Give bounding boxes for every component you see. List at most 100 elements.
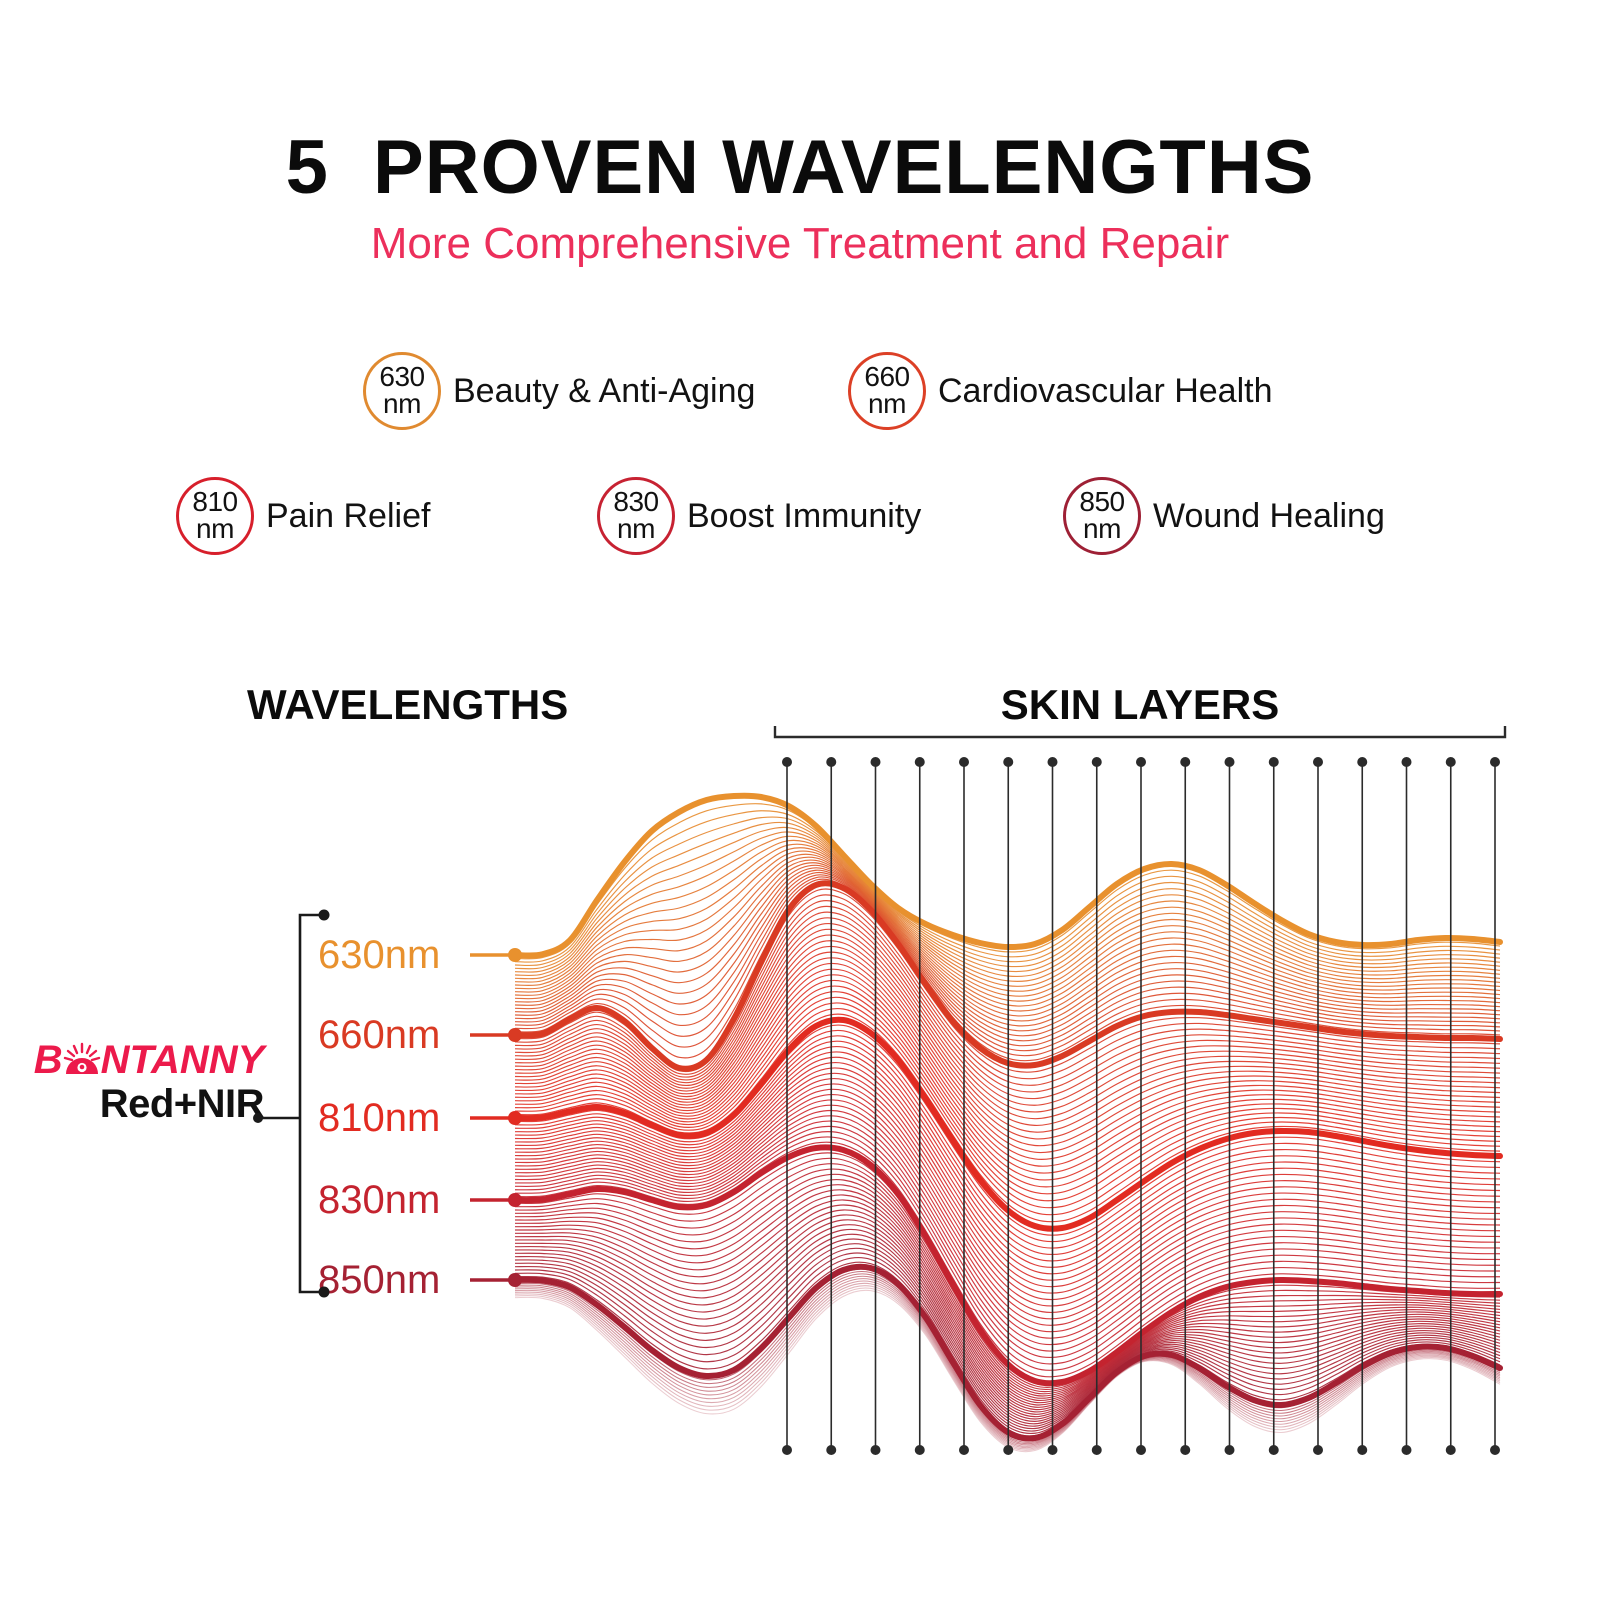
badge-circle-830: 830 nm	[597, 477, 675, 555]
wave-band	[514, 1131, 1501, 1365]
wave-band	[514, 847, 1501, 997]
brand-name-before: B	[33, 1038, 63, 1082]
wavelength-label-850nm: 850nm	[318, 1258, 441, 1302]
leader-dot-810nm	[508, 1111, 522, 1125]
badge-value: 850	[1079, 486, 1125, 518]
wave-band	[514, 864, 1501, 1027]
skin-layer-endpoint	[1401, 757, 1412, 767]
wave-band	[514, 1104, 1501, 1333]
wave-band	[514, 821, 1501, 970]
leader-dot-850nm	[508, 1273, 522, 1287]
page-title: 5 PROVEN WAVELENGTHS	[285, 125, 1315, 210]
wave-band	[514, 962, 1501, 1160]
brand-name-after: NTANNY	[100, 1038, 265, 1082]
wave-band	[514, 1233, 1501, 1422]
skin-layer-endpoint	[959, 757, 969, 767]
wave-band	[514, 1275, 1501, 1445]
wave-band	[514, 874, 1501, 1047]
wave-band	[514, 862, 1501, 1022]
leader-dot-630nm	[508, 948, 522, 962]
brand-logo: B NTANNY Red+NIR	[18, 1040, 280, 1127]
skin-layer-endpoint	[1490, 1445, 1500, 1455]
skin-layer-endpoint	[1091, 1445, 1102, 1455]
wave-band	[514, 1285, 1501, 1450]
badge-unit: nm	[383, 388, 421, 419]
wave-band	[514, 880, 1501, 1062]
brand-tagline: Red+NIR	[99, 1082, 265, 1126]
wave-band	[514, 1209, 1501, 1411]
badge-label: Pain Relief	[266, 496, 431, 535]
wave-band	[514, 945, 1501, 1140]
wave-band	[514, 1273, 1501, 1443]
wave-band	[514, 831, 1501, 978]
wave-band	[514, 1040, 1501, 1256]
wave-band	[514, 876, 1501, 1052]
wave-band	[514, 899, 1501, 1086]
skin-layer-endpoint	[914, 1445, 925, 1455]
leader-dot-660nm	[508, 1028, 522, 1042]
wave-band	[514, 934, 1501, 1126]
wavelength-badge-830: 830 nm Boost Immunity	[597, 477, 921, 555]
wave-band	[514, 1056, 1501, 1275]
skin-layer-endpoint	[870, 1445, 881, 1455]
wave-band	[514, 1228, 1501, 1420]
wave-band	[514, 859, 1501, 1017]
wave-band	[514, 1214, 1501, 1413]
skin-layer-endpoint	[1313, 757, 1323, 767]
wave-band	[514, 1247, 1501, 1430]
wavelengths-bracket-endpoint	[318, 909, 330, 921]
skin-layer-endpoint	[914, 757, 925, 767]
wavelengths-heading: WAVELENGTHS	[247, 681, 569, 728]
wave-band	[514, 1282, 1501, 1449]
badge-value: 810	[192, 486, 238, 518]
wave-band	[514, 810, 1501, 963]
wave-band	[514, 917, 1501, 1106]
wavelength-badge-660: 660 nm Cardiovascular Health	[848, 352, 1273, 430]
wave-curve-660nm	[512, 880, 1503, 1072]
badge-label: Wound Healing	[1153, 496, 1385, 535]
wave-band	[514, 1088, 1501, 1313]
wavelength-badge-850: 850 nm Wound Healing	[1063, 477, 1385, 555]
wave-band	[514, 1257, 1501, 1435]
wave-band	[514, 1189, 1501, 1402]
wave-band	[514, 940, 1501, 1133]
wave-band	[514, 1261, 1501, 1437]
wave-band	[514, 1163, 1501, 1391]
wave-band	[514, 979, 1501, 1181]
wave-band	[514, 1051, 1501, 1268]
badge-value: 660	[864, 361, 910, 393]
wave-band	[514, 843, 1501, 992]
wave-band	[514, 1194, 1501, 1404]
page-header: 5 PROVEN WAVELENGTHS More Comprehensive …	[0, 130, 1600, 266]
wave-band	[514, 974, 1501, 1174]
skin-layer-endpoint	[1490, 757, 1500, 767]
wavelength-badge-630: 630 nm Beauty & Anti-Aging	[363, 352, 755, 430]
skin-layer-endpoint	[1445, 1445, 1456, 1455]
wave-band	[514, 1002, 1501, 1209]
wavelength-label-830nm: 830nm	[318, 1178, 441, 1222]
wave-band	[514, 1270, 1501, 1442]
wave-band	[514, 951, 1501, 1147]
wavelength-badge-810: 810 nm Pain Relief	[176, 477, 430, 555]
wave-band	[514, 839, 1501, 987]
wave-curve-630nm	[512, 792, 1503, 959]
wave-band-curves	[514, 803, 1501, 1453]
wave-band	[514, 1157, 1501, 1388]
wave-band	[514, 853, 1501, 1007]
label-leader-lines	[470, 948, 522, 1287]
wave-band	[514, 1219, 1501, 1415]
wave-band	[514, 911, 1501, 1100]
wave-band	[514, 1109, 1501, 1339]
wave-band	[514, 1024, 1501, 1236]
wave-band	[514, 1243, 1501, 1427]
wave-band	[514, 1094, 1501, 1320]
sunrise-icon	[62, 1040, 102, 1080]
wave-band	[514, 856, 1501, 1012]
wave-band	[514, 1099, 1501, 1326]
wave-band	[514, 1013, 1501, 1223]
wave-band	[514, 894, 1501, 1080]
wavelength-label-660nm: 660nm	[318, 1013, 441, 1057]
wave-band	[514, 1287, 1501, 1451]
skin-layer-endpoint	[1047, 1445, 1058, 1455]
wave-band	[514, 1120, 1501, 1352]
